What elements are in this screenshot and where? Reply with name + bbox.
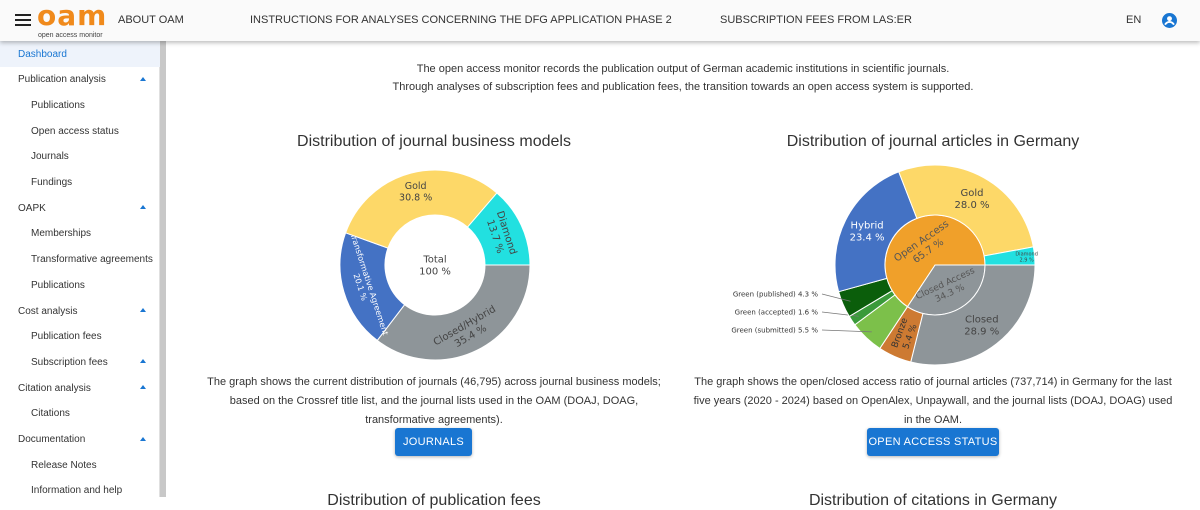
bottom-title-right: Distribution of citations in Germany [808, 492, 1058, 509]
sidebar-item[interactable]: Transformative agreements [0, 247, 160, 273]
sidebar-item[interactable]: Publication analysis [0, 67, 160, 93]
sidebar-scrollbar[interactable] [160, 41, 166, 497]
outer-label-hybrid: Hybrid 23.4 % [850, 220, 885, 243]
chevron-up-icon[interactable] [140, 436, 146, 441]
slice-diamond[interactable] [466, 192, 531, 266]
slice-label-gold: Gold 30.8 % [399, 181, 432, 203]
sidebar-item[interactable]: Memberships [0, 221, 160, 247]
sidebar-item[interactable]: Subscription fees [0, 349, 160, 375]
sidebar-item-label: Documentation [18, 434, 86, 445]
sidebar-item-label: Memberships [31, 228, 92, 240]
nav-instructions[interactable]: INSTRUCTIONS FOR ANALYSES CONCERNING THE… [250, 14, 672, 26]
sidebar-item-label: Subscription fees [31, 356, 108, 368]
outer-label-diamond: Diamond 2.9 % [1015, 251, 1038, 263]
sidebar-item[interactable]: Publications [0, 272, 160, 298]
app-header: oam open access monitor ABOUT OAM INSTRU… [0, 0, 1200, 41]
chevron-up-icon[interactable] [140, 76, 146, 81]
sidebar-item-label: OAPK [18, 202, 46, 214]
sidebar-item-label: Release Notes [31, 459, 97, 471]
account-icon[interactable] [1162, 13, 1177, 28]
business-models-title: Distribution of journal business models [297, 133, 571, 150]
pie-center-label: Total 100 % [419, 255, 451, 278]
nav-subscription-fees[interactable]: SUBSCRIPTION FEES FROM LAS:ER [720, 14, 912, 26]
sidebar-item-label: Citations [31, 408, 70, 420]
chevron-up-icon[interactable] [140, 308, 146, 312]
sidebar-item[interactable]: OAPK [0, 195, 160, 221]
charts-canvas: Closed/Hybrid35.4 %Transformative Agreem… [339, 164, 1038, 366]
articles-title: Distribution of journal articles in Germ… [786, 133, 1080, 150]
sidebar-item[interactable]: Release Notes [0, 452, 160, 478]
sidebar-nav: Dashboard Publication analysis Publication… [0, 41, 160, 497]
sidebar-item[interactable]: Dashboard [0, 41, 160, 67]
language-selector[interactable]: EN [1126, 14, 1142, 26]
chevron-up-icon[interactable] [140, 205, 146, 210]
outer-slice-gold[interactable] [898, 164, 1034, 257]
logo-text: oam [37, 0, 108, 32]
outer-label-green-published: Green (published) 4.3 % [733, 290, 819, 298]
articles-description: The graph shows the open/closed access r… [693, 376, 1173, 426]
outer-slice-diamond[interactable] [983, 246, 1036, 266]
outer-slice-closed[interactable] [910, 264, 1036, 366]
sidebar-item[interactable]: Open access status [0, 118, 160, 144]
sidebar-item[interactable]: Cost analysis [0, 298, 160, 324]
bottom-title-left: Distribution of publication fees [327, 492, 541, 509]
outer-label-green-accepted: Green (accepted) 1.6 % [735, 308, 819, 316]
sidebar-item-label: Publication fees [31, 331, 102, 343]
sidebar-item-label: Open access status [31, 125, 119, 137]
sidebar-item[interactable]: Journals [0, 144, 160, 170]
intro-line-2: Through analyses of subscription fees an… [392, 81, 974, 93]
sidebar-item[interactable]: Citations [0, 401, 160, 427]
sidebar-item-label: Cost analysis [18, 305, 78, 317]
sidebar-item[interactable]: Documentation [0, 427, 160, 453]
sidebar-item[interactable]: Information and help [0, 478, 160, 504]
oam-logo[interactable]: oam open access monitor [37, 2, 112, 40]
intro-line-1: The open access monitor records the publ… [416, 63, 950, 75]
chevron-up-icon[interactable] [140, 385, 146, 390]
sidebar-item-label: Citation analysis [18, 382, 91, 394]
sidebar-item-label: Fundings [31, 177, 73, 188]
sidebar-item-label: Transformative agreements [31, 254, 153, 266]
sidebar-item-label: Journals [31, 151, 69, 163]
journals-button[interactable]: JOURNALS [395, 428, 472, 456]
sidebar-item[interactable]: Publications [0, 92, 160, 118]
leader-line-green-submitted [821, 329, 872, 333]
logo-subtitle: open access monitor [38, 32, 103, 39]
leader-line-green-accepted [821, 311, 859, 317]
leader-line-green-published [821, 293, 851, 302]
slice-closed-hybrid[interactable] [376, 264, 531, 361]
outer-slice-hybrid[interactable] [834, 171, 918, 293]
sidebar-item[interactable]: Citation analysis [0, 375, 160, 401]
sidebar-item-label: Publication analysis [18, 74, 106, 86]
outer-label-green-submitted: Green (submitted) 5.5 % [731, 326, 818, 334]
business-models-description: The graph shows the current distribution… [207, 376, 661, 426]
sidebar-item-label: Dashboard [18, 48, 67, 60]
chevron-up-icon[interactable] [140, 359, 146, 364]
outer-label-closed: Closed 28.9 % [964, 314, 999, 337]
sidebar-item[interactable]: Fundings [0, 170, 160, 196]
sidebar-item[interactable]: Publication fees [0, 324, 160, 350]
sidebar-item-label: Publications [31, 99, 85, 111]
nav-about[interactable]: ABOUT OAM [118, 14, 184, 26]
outer-label-gold: Gold 28.0 % [955, 188, 990, 211]
sidebar-item-label: Information and help [31, 485, 123, 497]
sidebar-item-label: Publications [31, 279, 85, 291]
menu-icon[interactable] [15, 14, 31, 26]
open-access-status-button[interactable]: OPEN ACCESS STATUS [867, 428, 999, 456]
slice-gold[interactable] [344, 169, 498, 249]
